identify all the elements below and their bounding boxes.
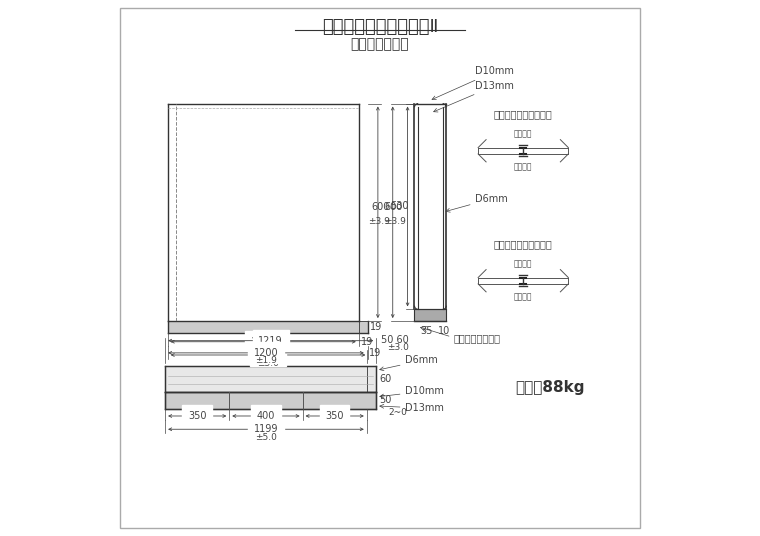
Text: 切面数り: 切面数り	[514, 163, 533, 172]
Text: 600: 600	[385, 202, 403, 212]
Bar	[414, 309, 446, 321]
Text: 重量　88kg: 重量 88kg	[515, 380, 584, 395]
Text: 切面数り: 切面数り	[514, 293, 533, 302]
Text: 2~0: 2~0	[388, 408, 407, 418]
Text: 19: 19	[370, 322, 382, 332]
Text: D10mm: D10mm	[432, 66, 515, 100]
Text: 1200: 1200	[254, 348, 278, 358]
Text: 1219: 1219	[256, 350, 280, 360]
Bar	[168, 321, 369, 333]
Text: 530: 530	[390, 202, 408, 212]
Text: 350: 350	[325, 411, 344, 421]
Text: 切面数り: 切面数り	[514, 130, 533, 139]
Text: ±3.9: ±3.9	[368, 218, 390, 226]
Text: 350: 350	[188, 411, 207, 421]
Text: 60: 60	[379, 374, 391, 384]
Text: D10mm: D10mm	[380, 386, 445, 398]
Text: ±5.0: ±5.0	[255, 433, 277, 442]
Text: 35: 35	[420, 325, 432, 336]
Text: 1199: 1199	[254, 425, 278, 434]
Text: 切面数り: 切面数り	[514, 260, 533, 269]
Text: D13mm: D13mm	[380, 403, 445, 413]
Text: 1200: 1200	[251, 337, 276, 347]
Bar	[165, 392, 376, 408]
Text: D13mm: D13mm	[434, 81, 515, 112]
Text: 19: 19	[369, 348, 381, 358]
Text: ±5.0: ±5.0	[257, 359, 279, 368]
Text: 19: 19	[361, 337, 373, 347]
Bar	[165, 366, 376, 392]
Text: 50: 50	[379, 395, 391, 405]
Text: ±3.9: ±3.9	[385, 218, 406, 226]
Text: 接合部詳細図（上下）: 接合部詳細図（上下）	[494, 239, 553, 249]
Text: エポキシ錆止塗料: エポキシ錆止塗料	[453, 333, 500, 343]
Text: 10: 10	[438, 325, 450, 336]
Text: 600: 600	[372, 202, 390, 212]
Text: 接合部詳細図（左右）: 接合部詳細図（左右）	[494, 109, 553, 119]
Text: 50 60: 50 60	[382, 334, 409, 345]
Text: スーパーコンパネくんⅡ: スーパーコンパネくんⅡ	[321, 18, 439, 36]
Text: 400: 400	[257, 411, 275, 421]
Text: D6mm: D6mm	[446, 193, 508, 212]
Text: ±3.0: ±3.0	[388, 343, 409, 352]
Text: D6mm: D6mm	[380, 355, 439, 371]
Text: ±1.9: ±1.9	[255, 356, 277, 366]
Text: 1219: 1219	[258, 336, 283, 346]
Text: （滑面タイプ）: （滑面タイプ）	[350, 37, 410, 51]
